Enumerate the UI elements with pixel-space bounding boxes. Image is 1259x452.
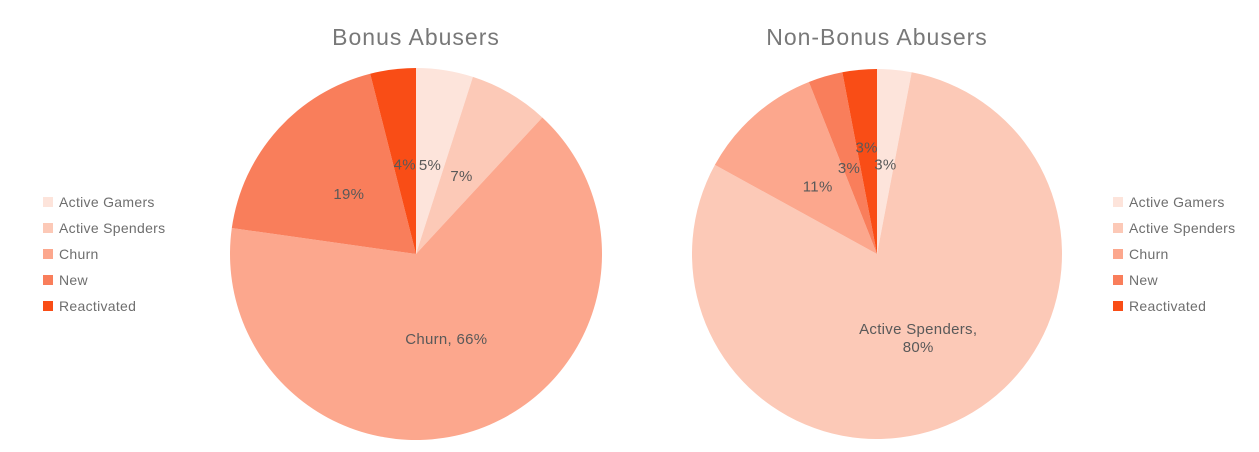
pie-slice-active-spenders bbox=[692, 72, 1062, 439]
legend-swatch-reactivated bbox=[43, 301, 53, 311]
legend-label-active-gamers: Active Gamers bbox=[1129, 194, 1225, 210]
chart-title-bonus-abusers: Bonus Abusers bbox=[332, 24, 500, 50]
legend-swatch-active-spenders bbox=[43, 223, 53, 233]
legend-swatch-churn bbox=[1113, 249, 1123, 259]
legend-swatch-new bbox=[43, 275, 53, 285]
pie-chart-non-bonus-abusers: 3%Active Spenders, 80%11%3%3% bbox=[692, 69, 1062, 439]
pie-slice-reactivated bbox=[370, 68, 416, 254]
legend-item-churn: Churn bbox=[1113, 241, 1235, 267]
legend-swatch-churn bbox=[43, 249, 53, 259]
pie-label-active-spenders: Active Spenders, 80% bbox=[859, 321, 977, 356]
legend-label-reactivated: Reactivated bbox=[59, 298, 137, 314]
pie-slice-active-gamers bbox=[416, 68, 473, 254]
legend-item-new: New bbox=[43, 267, 165, 293]
pie-label-active-gamers: 5% bbox=[419, 157, 441, 174]
legend-item-active-gamers: Active Gamers bbox=[1113, 189, 1235, 215]
pie-slice-reactivated bbox=[842, 69, 877, 254]
legend-label-churn: Churn bbox=[59, 246, 99, 262]
legend-label-churn: Churn bbox=[1129, 246, 1169, 262]
legend-swatch-active-gamers bbox=[43, 197, 53, 207]
legend-item-active-gamers: Active Gamers bbox=[43, 189, 165, 215]
pie-label-churn: 11% bbox=[803, 179, 833, 196]
legend-label-new: New bbox=[1129, 272, 1158, 288]
pie-slice-active-spenders bbox=[416, 76, 543, 255]
legend-item-reactivated: Reactivated bbox=[1113, 293, 1235, 319]
legend-item-churn: Churn bbox=[43, 241, 165, 267]
legend-item-active-spenders: Active Spenders bbox=[1113, 215, 1235, 241]
legend-label-active-spenders: Active Spenders bbox=[59, 220, 166, 236]
pie-label-churn: Churn, 66% bbox=[405, 331, 487, 348]
legend-label-active-spenders: Active Spenders bbox=[1129, 220, 1236, 236]
pie-slice-new bbox=[231, 73, 416, 254]
legend-right: Active Gamers Active Spenders Churn New … bbox=[1113, 189, 1235, 319]
pie-chart-bonus-abusers: 5% 7% Churn, 66% 19% 4% bbox=[230, 68, 602, 440]
pie-label-reactivated: 4% bbox=[394, 157, 416, 174]
legend-item-reactivated: Reactivated bbox=[43, 293, 165, 319]
legend-item-new: New bbox=[1113, 267, 1235, 293]
pie-label-reactivated: 3% bbox=[855, 140, 877, 157]
pie-label-new: 3% bbox=[838, 160, 860, 177]
pie-label-active-gamers: 3% bbox=[874, 157, 896, 174]
pie-slice-churn bbox=[714, 81, 877, 255]
pie-label-new: 19% bbox=[333, 186, 364, 203]
legend-left: Active Gamers Active Spenders Churn New … bbox=[43, 189, 165, 319]
legend-label-active-gamers: Active Gamers bbox=[59, 194, 155, 210]
legend-item-active-spenders: Active Spenders bbox=[43, 215, 165, 241]
pie-label-active-spenders: 7% bbox=[450, 168, 472, 185]
legend-label-reactivated: Reactivated bbox=[1129, 298, 1207, 314]
legend-swatch-active-gamers bbox=[1113, 197, 1123, 207]
chart-title-non-bonus-abusers: Non-Bonus Abusers bbox=[766, 24, 988, 50]
pie-slice-churn bbox=[230, 117, 602, 440]
legend-swatch-new bbox=[1113, 275, 1123, 285]
pie-slice-active-gamers bbox=[877, 69, 912, 254]
legend-label-new: New bbox=[59, 272, 88, 288]
legend-swatch-reactivated bbox=[1113, 301, 1123, 311]
pie-slice-new bbox=[808, 72, 877, 254]
legend-swatch-active-spenders bbox=[1113, 223, 1123, 233]
